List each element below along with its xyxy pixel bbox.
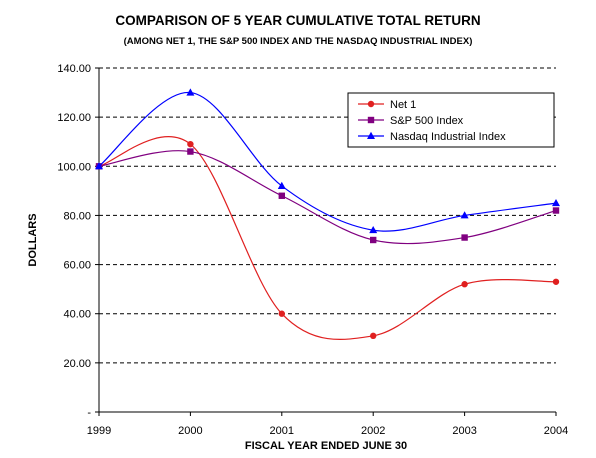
x-tick-label: 2003	[452, 425, 476, 437]
series-line	[98, 136, 557, 341]
data-point	[370, 236, 377, 244]
legend-label: Net 1	[390, 99, 416, 111]
legend: Net 1 S&P 500 Index Nasdaq Industrial Inde…	[347, 92, 555, 148]
y-tick-label: 120.00	[57, 112, 91, 124]
data-point	[461, 281, 468, 288]
x-axis-label: FISCAL YEAR ENDED JUNE 30	[245, 440, 407, 452]
y-tick-label: 60.00	[63, 260, 91, 272]
series-1	[95, 148, 560, 245]
data-point	[278, 192, 285, 199]
legend-label: Nasdaq Industrial Index	[390, 131, 506, 143]
x-tick-label: 2001	[270, 425, 294, 437]
legend-marker	[367, 100, 375, 108]
legend-marker	[367, 131, 375, 139]
x-tick-label: 2002	[361, 425, 385, 437]
y-tick-label: 20.00	[63, 358, 91, 370]
y-tick-label: 100.00	[57, 161, 91, 173]
data-point	[369, 225, 378, 234]
y-tick-label: 40.00	[63, 309, 91, 321]
data-point	[552, 207, 560, 214]
series-line	[98, 150, 557, 245]
legend-label: S&P 500 Index	[390, 115, 464, 127]
data-point	[186, 88, 195, 96]
x-axis-ticks: 1999 2000 2001 2002 2003 2004	[87, 412, 568, 437]
data-point	[552, 278, 560, 285]
y-tick-label: -	[87, 407, 91, 419]
y-tick-label: 140.00	[57, 63, 91, 75]
data-point	[278, 310, 285, 317]
series-layer	[95, 88, 560, 341]
x-tick-label: 2004	[544, 425, 568, 437]
y-axis-label: DOLLARS	[27, 213, 39, 266]
series-2	[95, 88, 560, 234]
chart-subtitle: (AMONG NET 1, THE S&P 500 INDEX AND THE …	[124, 36, 473, 47]
chart-title: COMPARISON OF 5 YEAR CUMULATIVE TOTAL RE…	[115, 13, 480, 28]
data-point	[460, 211, 469, 219]
data-point	[370, 332, 377, 340]
y-tick-label: 80.00	[63, 210, 91, 222]
data-point	[277, 181, 286, 189]
legend-marker	[367, 116, 375, 124]
data-point	[95, 162, 103, 170]
x-tick-label: 2000	[178, 425, 202, 437]
data-point	[187, 140, 194, 148]
data-point	[552, 198, 560, 207]
x-tick-label: 1999	[87, 425, 111, 437]
series-0	[95, 136, 560, 341]
y-axis-ticks: - 20.00 40.00 60.00 80.00 100.00 120.00 140.00	[57, 63, 99, 419]
data-point	[187, 148, 194, 155]
data-point	[461, 234, 468, 241]
